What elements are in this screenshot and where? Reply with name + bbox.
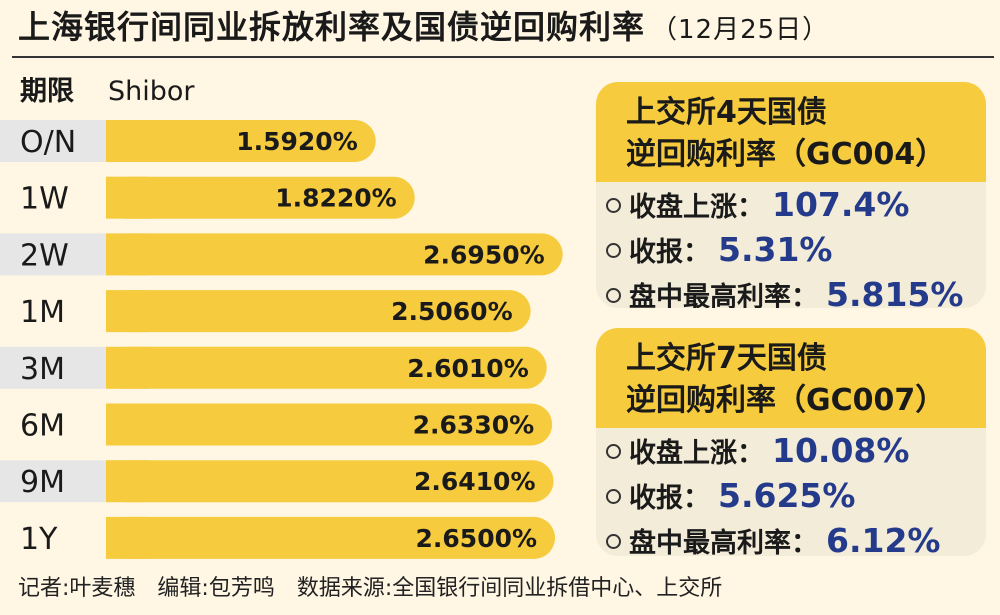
value-label: 2.6410% [414, 467, 536, 496]
row-value: 107.4% [772, 185, 910, 224]
period-column-header: 期限 [20, 76, 74, 107]
gc004-intraday-high-row: 盘中最高利率： 5.815% [596, 272, 986, 308]
bar-left-square [106, 403, 148, 446]
category-label: 1M [20, 295, 65, 330]
gc004-panel-heading: 上交所4天国债 逆回购利率（GC004） [596, 82, 986, 182]
category-label: 1W [20, 182, 69, 217]
bar-9m [106, 460, 554, 503]
row-stripe [0, 346, 106, 389]
title-text: 上海银行间同业拆放利率及国债逆回购利率 [18, 8, 646, 46]
title-divider [12, 56, 994, 58]
bullet-circle-icon [606, 288, 621, 303]
row-label: 收盘上涨： [629, 438, 764, 469]
row-label: 盘中最高利率： [629, 282, 818, 308]
bar-left-square [106, 516, 148, 559]
bar-left-square [106, 176, 148, 219]
gc007-close-change-row: 收盘上涨： 10.08% [596, 428, 986, 473]
category-label: 9M [20, 465, 65, 500]
bar-on [106, 120, 376, 162]
value-label: 2.6950% [423, 240, 545, 269]
bar-1y [106, 516, 556, 559]
row-value: 5.625% [718, 476, 856, 515]
value-label: 2.5060% [391, 297, 513, 326]
value-label: 2.6330% [413, 411, 535, 440]
bar-3m [106, 346, 547, 389]
bar-left-square [106, 120, 148, 162]
category-label: 1Y [20, 522, 58, 557]
bar-1m [106, 290, 531, 333]
value-label: 1.5920% [236, 127, 358, 156]
gc007-heading-line2: 逆回购利率（GC007） [626, 383, 946, 418]
row-label: 收报： [629, 483, 710, 514]
category-label: 3M [20, 352, 65, 387]
category-label: O/N [20, 125, 76, 160]
row-label: 盘中最高利率： [629, 528, 818, 556]
row-label: 收盘上涨： [629, 192, 764, 223]
title-date: （12月25日） [651, 15, 830, 45]
bar-left-square [106, 290, 148, 333]
gc004-heading-line2: 逆回购利率（GC004） [626, 137, 946, 172]
value-label: 2.6010% [407, 354, 529, 383]
row-stripe [0, 120, 106, 162]
bar-left-square [106, 346, 148, 389]
bar-1w [106, 176, 415, 219]
bar-6m [106, 403, 553, 446]
row-stripe [0, 460, 106, 503]
gc007-panel-heading: 上交所7天国债 逆回购利率（GC007） [596, 328, 986, 428]
row-label: 收报： [629, 237, 710, 268]
shibor-bar-chart: O/N 1.5920% 1W 1.8220% 2W 2.6950% 1M 2.5060% 3M 2… [0, 120, 563, 559]
bullet-circle-icon [606, 444, 621, 459]
bullet-circle-icon [606, 243, 621, 258]
gc007-close-row: 收报： 5.625% [596, 473, 986, 518]
row-value: 10.08% [772, 431, 910, 470]
gc007-heading-line1: 上交所7天国债 [626, 341, 827, 376]
bar-left-square [106, 460, 148, 503]
gc007-panel: 上交所7天国债 逆回购利率（GC007） 收盘上涨： 10.08% 收报： 5.62… [596, 328, 986, 556]
gc004-panel: 上交所4天国债 逆回购利率（GC004） 收盘上涨： 107.4% 收报： 5.31… [596, 82, 986, 308]
bar-2w [106, 233, 563, 276]
gc004-close-change-row: 收盘上涨： 107.4% [596, 182, 986, 227]
category-label: 6M [20, 409, 65, 444]
row-value: 5.31% [718, 230, 833, 269]
bullet-circle-icon [606, 534, 621, 549]
value-label: 2.6500% [416, 524, 538, 553]
row-value: 5.815% [826, 275, 964, 308]
row-stripe [0, 233, 106, 276]
bar-left-square [106, 233, 148, 276]
gc004-heading-line1: 上交所4天国债 [626, 95, 827, 130]
gc004-close-row: 收报： 5.31% [596, 227, 986, 272]
row-value: 6.12% [826, 521, 941, 556]
category-label: 2W [20, 238, 69, 273]
value-label: 1.8220% [275, 184, 397, 213]
bullet-circle-icon [606, 198, 621, 213]
bullet-circle-icon [606, 489, 621, 504]
gc007-intraday-high-row: 盘中最高利率： 6.12% [596, 518, 986, 556]
credits-footer: 记者:叶麦穗 编辑:包芳鸣 数据来源:全国银行间同业拆借中心、上交所 [18, 576, 723, 601]
chart-title: 上海银行间同业拆放利率及国债逆回购利率 （12月25日） [18, 2, 988, 52]
series-column-header: Shibor [108, 76, 195, 107]
